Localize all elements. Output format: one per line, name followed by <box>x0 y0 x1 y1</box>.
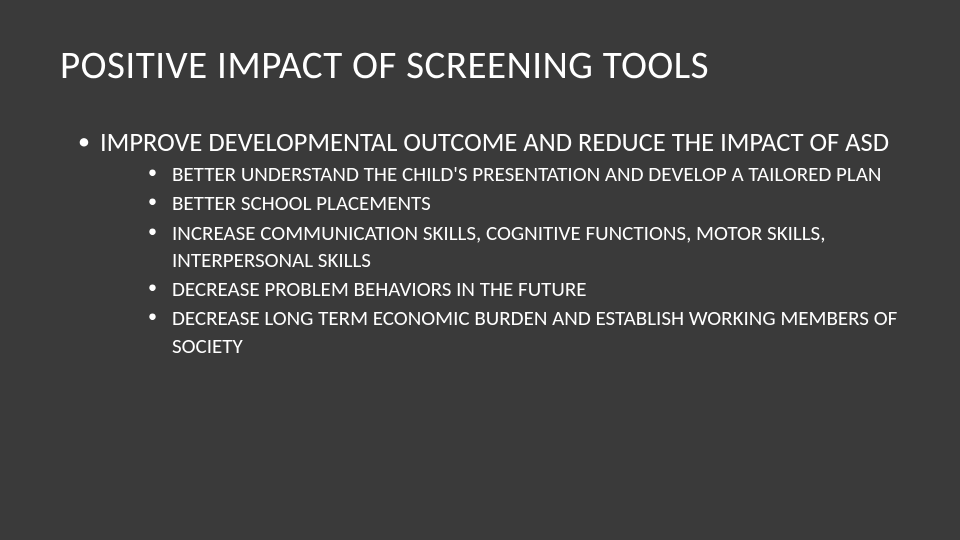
sub-bullet-item: INCREASE COMMUNICATION SKILLS, COGNITIVE… <box>148 220 900 275</box>
slide-title: POSITIVE IMPACT OF SCREENING TOOLS <box>60 42 900 89</box>
slide-container: POSITIVE IMPACT OF SCREENING TOOLS IMPRO… <box>0 0 960 414</box>
sub-bullet-list: BETTER UNDERSTAND THE CHILD'S PRESENTATI… <box>100 161 900 360</box>
sub-bullet-text: DECREASE LONG TERM ECONOMIC BURDEN AND E… <box>172 305 897 358</box>
sub-bullet-item: DECREASE LONG TERM ECONOMIC BURDEN AND E… <box>148 305 900 360</box>
main-bullet-item: IMPROVE DEVELOPMENTAL OUTCOME AND REDUCE… <box>78 127 900 360</box>
sub-bullet-text: BETTER UNDERSTAND THE CHILD'S PRESENTATI… <box>172 161 881 187</box>
sub-bullet-item: BETTER UNDERSTAND THE CHILD'S PRESENTATI… <box>148 161 900 188</box>
main-bullet-list: IMPROVE DEVELOPMENTAL OUTCOME AND REDUCE… <box>60 127 900 360</box>
sub-bullet-item: BETTER SCHOOL PLACEMENTS <box>148 190 900 217</box>
sub-bullet-text: INCREASE COMMUNICATION SKILLS, COGNITIVE… <box>172 220 825 273</box>
main-bullet-text: IMPROVE DEVELOPMENTAL OUTCOME AND REDUCE… <box>100 127 889 159</box>
sub-bullet-item: DECREASE PROBLEM BEHAVIORS IN THE FUTURE <box>148 276 900 303</box>
sub-bullet-text: BETTER SCHOOL PLACEMENTS <box>172 190 431 216</box>
sub-bullet-text: DECREASE PROBLEM BEHAVIORS IN THE FUTURE <box>172 276 587 302</box>
